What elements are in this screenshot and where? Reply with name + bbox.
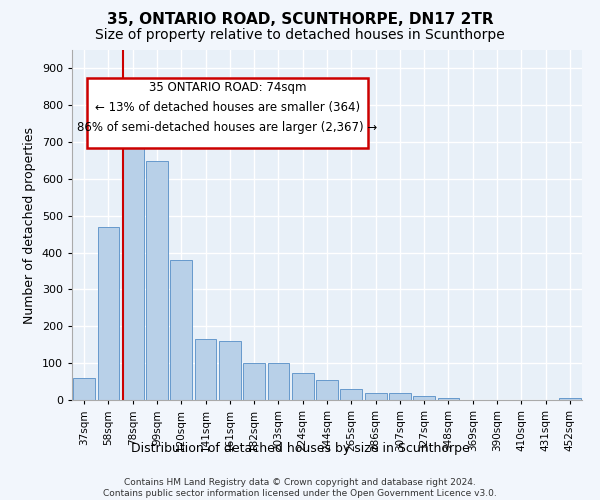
Y-axis label: Number of detached properties: Number of detached properties [23, 126, 36, 324]
Text: Contains HM Land Registry data © Crown copyright and database right 2024.
Contai: Contains HM Land Registry data © Crown c… [103, 478, 497, 498]
Bar [219, 341, 241, 400]
Bar [243, 363, 265, 400]
Bar [365, 392, 386, 400]
Bar [170, 260, 192, 400]
Text: 86% of semi-detached houses are larger (2,367) →: 86% of semi-detached houses are larger (… [77, 122, 377, 134]
Bar [559, 398, 581, 400]
Text: Size of property relative to detached houses in Scunthorpe: Size of property relative to detached ho… [95, 28, 505, 42]
Text: Distribution of detached houses by size in Scunthorpe: Distribution of detached houses by size … [131, 442, 469, 455]
Bar [340, 389, 362, 400]
Bar [122, 131, 143, 400]
Bar [73, 378, 95, 400]
Bar [316, 380, 338, 400]
Bar [437, 398, 460, 400]
Text: 35 ONTARIO ROAD: 74sqm: 35 ONTARIO ROAD: 74sqm [149, 82, 306, 94]
Bar [413, 396, 435, 400]
Bar [268, 363, 289, 400]
Text: ← 13% of detached houses are smaller (364): ← 13% of detached houses are smaller (36… [95, 102, 360, 114]
Bar [389, 392, 411, 400]
Bar [97, 227, 119, 400]
Bar [292, 373, 314, 400]
Text: 35, ONTARIO ROAD, SCUNTHORPE, DN17 2TR: 35, ONTARIO ROAD, SCUNTHORPE, DN17 2TR [107, 12, 493, 28]
FancyBboxPatch shape [88, 78, 368, 148]
Bar [194, 339, 217, 400]
Bar [146, 160, 168, 400]
